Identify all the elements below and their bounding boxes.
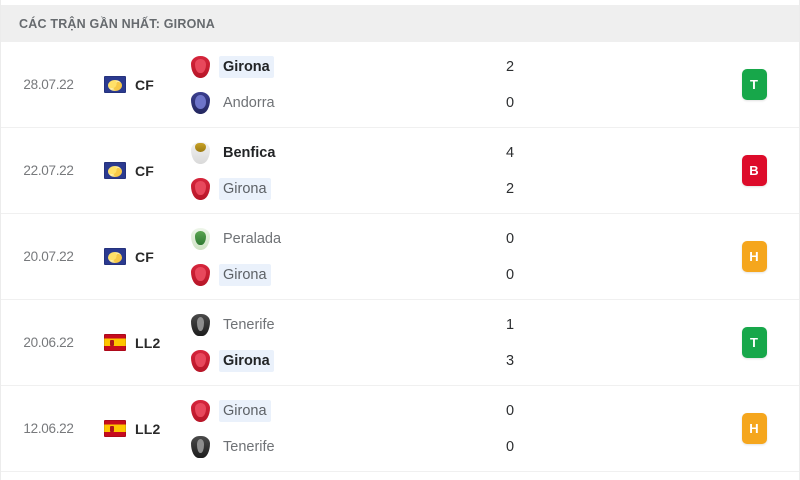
result-badge-loss[interactable]: B xyxy=(741,155,767,186)
score-home: 2 xyxy=(506,58,515,75)
result-badge-draw[interactable]: H xyxy=(741,413,767,444)
girona-crest-icon xyxy=(191,263,210,286)
competition-code: LL2 xyxy=(135,334,161,351)
page-title: CÁC TRẬN GẦN NHẤT: GIRONA xyxy=(19,16,215,31)
competition-code: CF xyxy=(135,162,155,179)
team-name: Girona xyxy=(219,55,274,78)
team-away[interactable]: Girona xyxy=(191,349,474,372)
benfica-crest-icon xyxy=(191,141,210,164)
result-badge-draw[interactable]: H xyxy=(741,241,767,272)
team-home[interactable]: Benfica xyxy=(191,141,474,164)
match-row[interactable]: 12.06.22 LL2 Girona Tenerife 0 0 H xyxy=(1,386,799,472)
score-home: 0 xyxy=(506,230,515,247)
competition-cell[interactable]: CF xyxy=(96,248,186,265)
result-badge-win[interactable]: T xyxy=(741,69,767,100)
team-home[interactable]: Girona xyxy=(191,399,474,422)
team-name: Tenerife xyxy=(223,316,275,333)
score-away: 0 xyxy=(506,94,515,111)
team-name: Girona xyxy=(219,399,271,422)
team-home[interactable]: Tenerife xyxy=(191,313,474,336)
match-date: 22.07.22 xyxy=(23,163,74,178)
team-away[interactable]: Tenerife xyxy=(191,435,474,458)
result-cell: T xyxy=(709,327,799,358)
club-friendly-icon xyxy=(104,76,126,93)
score-away: 0 xyxy=(506,438,515,455)
team-name: Tenerife xyxy=(223,438,275,455)
score-home: 4 xyxy=(506,144,515,161)
competition-cell[interactable]: LL2 xyxy=(96,420,186,437)
score-home: 1 xyxy=(506,316,515,333)
team-name: Girona xyxy=(219,349,274,372)
match-date: 20.07.22 xyxy=(23,249,74,264)
team-away[interactable]: Girona xyxy=(191,263,474,286)
teams-cell: Benfica Girona xyxy=(186,141,474,200)
team-away[interactable]: Girona xyxy=(191,177,474,200)
result-badge-win[interactable]: T xyxy=(741,327,767,358)
score-away: 0 xyxy=(506,266,515,283)
result-cell: H xyxy=(709,413,799,444)
competition-code: CF xyxy=(135,76,155,93)
score-away: 3 xyxy=(506,352,515,369)
result-cell: H xyxy=(709,241,799,272)
competition-code: LL2 xyxy=(135,420,161,437)
match-row[interactable]: 20.06.22 LL2 Tenerife Girona 1 3 T xyxy=(1,300,799,386)
match-row[interactable]: 22.07.22 CF Benfica Girona 4 2 B xyxy=(1,128,799,214)
result-cell: T xyxy=(709,69,799,100)
spain-flag-icon xyxy=(104,334,126,351)
panel-header: CÁC TRẬN GẦN NHẤT: GIRONA xyxy=(1,5,799,42)
girona-crest-icon xyxy=(191,399,210,422)
teams-cell: Peralada Girona xyxy=(186,227,474,286)
team-name: Girona xyxy=(219,263,271,286)
match-row[interactable]: 20.07.22 CF Peralada Girona 0 0 H xyxy=(1,214,799,300)
score-away: 2 xyxy=(506,180,515,197)
andorra-crest-icon xyxy=(191,91,210,114)
match-row[interactable]: 28.07.22 CF Girona Andorra 2 0 T xyxy=(1,42,799,128)
tenerife-crest-icon xyxy=(191,435,210,458)
competition-cell[interactable]: CF xyxy=(96,162,186,179)
score-home: 0 xyxy=(506,402,515,419)
match-date: 20.06.22 xyxy=(23,335,74,350)
team-name: Peralada xyxy=(223,230,282,247)
spain-flag-icon xyxy=(104,420,126,437)
girona-crest-icon xyxy=(191,55,210,78)
club-friendly-icon xyxy=(104,162,126,179)
club-friendly-icon xyxy=(104,248,126,265)
teams-cell: Tenerife Girona xyxy=(186,313,474,372)
teams-cell: Girona Tenerife xyxy=(186,399,474,458)
match-date: 12.06.22 xyxy=(23,421,74,436)
peralada-crest-icon xyxy=(191,227,210,250)
teams-cell: Girona Andorra xyxy=(186,55,474,114)
match-date: 28.07.22 xyxy=(23,77,74,92)
team-away[interactable]: Andorra xyxy=(191,91,474,114)
tenerife-crest-icon xyxy=(191,313,210,336)
team-name: Andorra xyxy=(223,94,275,111)
team-home[interactable]: Girona xyxy=(191,55,474,78)
match-list: 28.07.22 CF Girona Andorra 2 0 T 22.07.22 CF Benf… xyxy=(1,42,799,480)
team-name: Girona xyxy=(219,177,271,200)
competition-cell[interactable]: CF xyxy=(96,76,186,93)
competition-cell[interactable]: LL2 xyxy=(96,334,186,351)
girona-crest-icon xyxy=(191,177,210,200)
competition-code: CF xyxy=(135,248,155,265)
girona-crest-icon xyxy=(191,349,210,372)
team-home[interactable]: Peralada xyxy=(191,227,474,250)
team-name: Benfica xyxy=(223,144,276,161)
result-cell: B xyxy=(709,155,799,186)
